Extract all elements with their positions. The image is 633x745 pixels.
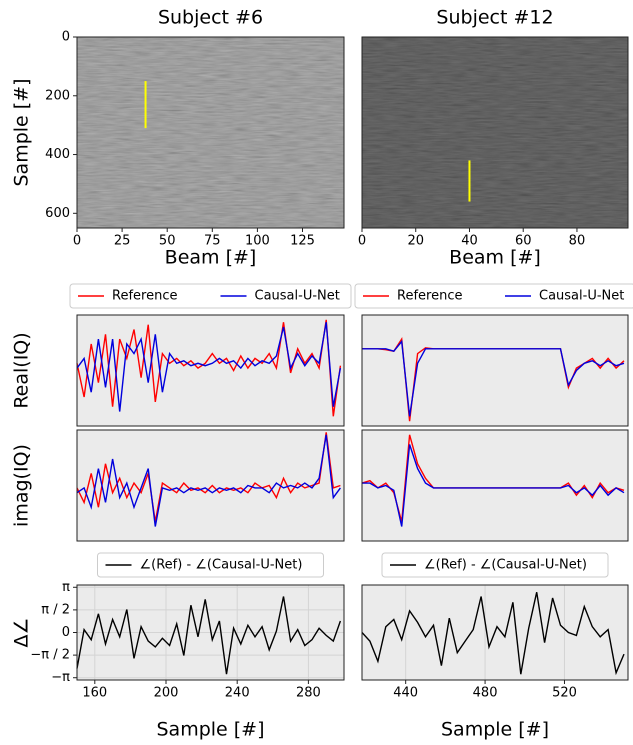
- series-line: [76, 322, 342, 412]
- x-axis-label: Sample [#]: [441, 719, 549, 741]
- y-tick-label: 400: [45, 147, 70, 162]
- y-axis-label: Δ∠: [11, 617, 33, 647]
- x-tick-label: 40: [461, 234, 478, 249]
- plot-frame: [76, 314, 345, 427]
- y-axis-label: imag(IQ): [11, 444, 33, 527]
- ultrasound-image: [362, 37, 628, 228]
- legend-label: Causal-U-Net: [539, 289, 624, 304]
- series-line: [362, 339, 625, 417]
- x-tick-label: 240: [225, 686, 250, 701]
- plot-frame: [361, 429, 629, 542]
- legend-box: [354, 283, 633, 309]
- x-tick-label: 280: [296, 686, 321, 701]
- series-line: [76, 596, 342, 675]
- y-tick-label: −π / 2: [30, 648, 70, 663]
- series-line: [362, 444, 625, 527]
- chart-title: Subject #12: [436, 7, 553, 29]
- series-line: [76, 432, 341, 522]
- x-tick-label: 20: [407, 234, 424, 249]
- legend-label: Reference: [112, 289, 177, 304]
- x-tick-label: 25: [114, 234, 131, 249]
- image-tint: [362, 37, 628, 228]
- x-tick-label: 520: [552, 686, 577, 701]
- plot-frame: [361, 584, 629, 681]
- y-axis-label: Sample [#]: [11, 78, 33, 186]
- x-axis-label: Sample [#]: [156, 719, 264, 741]
- plot-bg: [362, 315, 628, 426]
- series-line: [361, 592, 625, 676]
- legend-box: [97, 552, 324, 578]
- ultrasound-image: [77, 37, 344, 228]
- x-tick-label: 125: [290, 234, 315, 249]
- x-axis-label: Beam [#]: [165, 247, 257, 269]
- x-tick-label: 0: [358, 234, 366, 249]
- plot-frame: [76, 429, 345, 542]
- legend-box: [69, 283, 352, 309]
- x-tick-label: 160: [82, 686, 107, 701]
- y-tick-label: 0: [62, 625, 70, 640]
- x-tick-label: 200: [154, 686, 179, 701]
- chart-title: Subject #6: [158, 7, 263, 29]
- x-tick-label: 0: [73, 234, 81, 249]
- series-line: [76, 434, 341, 527]
- legend-label: Causal-U-Net: [255, 289, 340, 304]
- plot-frame: [361, 314, 629, 427]
- x-tick-label: 100: [245, 234, 270, 249]
- legend-label: ∠(Ref) - ∠(Causal-U-Net): [424, 558, 587, 573]
- y-tick-label: 600: [45, 206, 70, 221]
- y-tick-label: 0: [62, 30, 70, 45]
- y-tick-label: π / 2: [41, 602, 70, 617]
- x-tick-label: 480: [473, 686, 498, 701]
- x-axis-label: Beam [#]: [449, 247, 541, 269]
- y-tick-label: π: [62, 580, 70, 595]
- series-line: [76, 319, 342, 417]
- y-axis-label: Real(IQ): [11, 332, 33, 408]
- x-tick-label: 440: [393, 686, 418, 701]
- y-tick-label: 200: [45, 88, 70, 103]
- plot-frame: [361, 36, 629, 229]
- plot-frame: [76, 36, 345, 229]
- x-tick-label: 75: [204, 234, 221, 249]
- y-tick-label: −π: [51, 670, 70, 685]
- image-tint: [77, 37, 344, 228]
- legend-label: Reference: [397, 289, 462, 304]
- legend-box: [381, 552, 609, 578]
- plot-bg: [77, 315, 344, 426]
- x-tick-label: 60: [515, 234, 532, 249]
- x-tick-label: 80: [569, 234, 586, 249]
- legend-label: ∠(Ref) - ∠(Causal-U-Net): [140, 558, 303, 573]
- x-tick-label: 50: [159, 234, 176, 249]
- plot-bg: [77, 430, 344, 541]
